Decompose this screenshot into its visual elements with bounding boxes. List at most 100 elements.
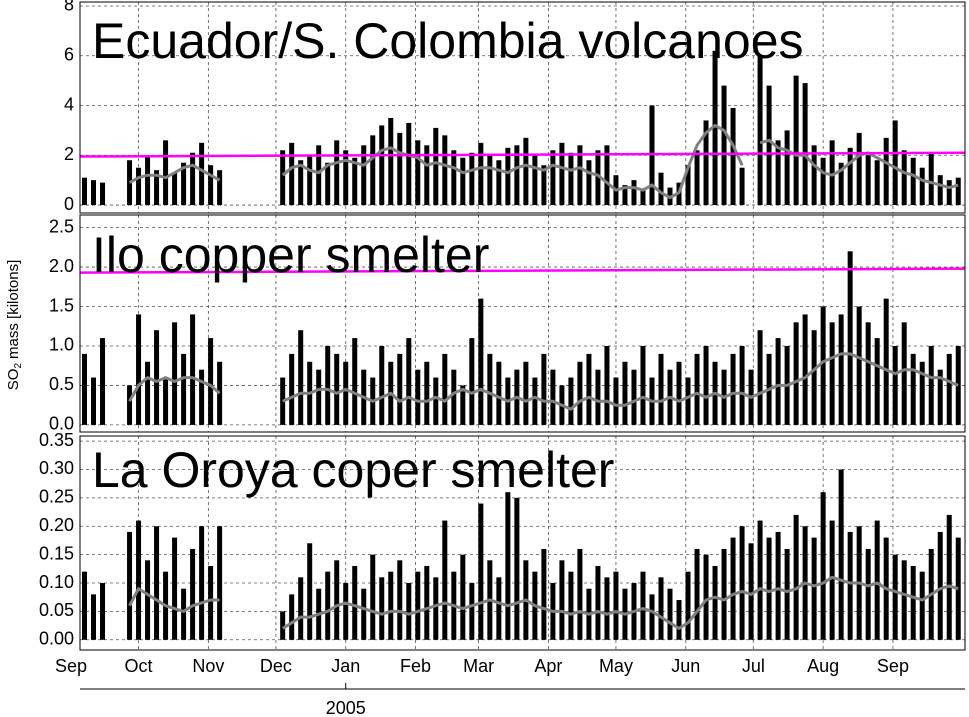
bar [181, 353, 187, 425]
bar [532, 155, 538, 206]
bar [433, 127, 439, 206]
bar [379, 345, 385, 425]
bar [748, 543, 754, 640]
bar [460, 157, 466, 206]
bar [910, 353, 916, 425]
bar [208, 565, 214, 640]
y-tick-label: 0.5 [49, 374, 74, 394]
bar [208, 338, 214, 425]
bar [658, 353, 664, 425]
y-tick-label: 6 [64, 44, 74, 64]
bar [145, 560, 151, 640]
bar [442, 520, 448, 640]
y-tick-label: 2 [64, 144, 74, 164]
bar [640, 190, 646, 206]
bar [937, 369, 943, 425]
bar [190, 548, 196, 640]
bar [838, 469, 844, 640]
bar [379, 125, 385, 206]
panel-title: Ecuador/S. Colombia volcanoes [92, 13, 804, 69]
bar [136, 520, 142, 640]
bar [703, 554, 709, 640]
bar [739, 345, 745, 425]
bar [181, 162, 187, 206]
bar [478, 503, 484, 640]
plot-frame [79, 214, 966, 433]
bar [298, 160, 304, 206]
year-label: 2005 [326, 698, 366, 717]
bar [127, 531, 133, 640]
bar [82, 571, 88, 640]
bar [820, 157, 826, 206]
bar [352, 157, 358, 206]
bar [91, 377, 97, 425]
bar [469, 152, 475, 206]
bar [622, 185, 628, 206]
x-tick-label: Apr [534, 656, 562, 676]
bar [541, 165, 547, 206]
bar [181, 588, 187, 640]
bar [352, 338, 358, 425]
bar [199, 369, 205, 425]
bar [154, 526, 160, 640]
bar [424, 361, 430, 425]
bar [919, 167, 925, 206]
bar [829, 140, 835, 206]
mean-line [128, 575, 959, 631]
bar [640, 571, 646, 640]
y-tick-label: 0.05 [39, 600, 74, 620]
x-tick-label: Sep [877, 656, 909, 676]
bar [136, 314, 142, 425]
bar [640, 345, 646, 425]
bar [82, 353, 88, 425]
x-tick-label: Sep [55, 656, 87, 676]
bar [703, 120, 709, 206]
y-tick-label: 0.10 [39, 572, 74, 592]
bar [370, 135, 376, 206]
y-label-main: SO [5, 369, 22, 391]
bar [163, 377, 169, 425]
bar [100, 338, 106, 425]
bar [163, 140, 169, 206]
bar [325, 162, 331, 206]
bar [793, 75, 799, 206]
bar [145, 155, 151, 206]
y-tick-label: 1.0 [49, 335, 74, 355]
bar [901, 322, 907, 425]
bar [730, 353, 736, 425]
y-label-sub: 2 [13, 363, 24, 369]
bar [955, 345, 961, 425]
bar [892, 120, 898, 206]
bar [766, 537, 772, 640]
bar [928, 152, 934, 206]
bar [604, 345, 610, 425]
bar [730, 537, 736, 640]
bar [352, 565, 358, 640]
y-tick-label: 0.35 [39, 430, 74, 450]
bar [604, 145, 610, 206]
bar [865, 548, 871, 640]
bar [442, 353, 448, 425]
y-tick-label: 4 [64, 94, 74, 114]
bar [730, 107, 736, 206]
bar [757, 520, 763, 640]
bar [568, 152, 574, 206]
y-tick-label: 0.20 [39, 515, 74, 535]
bar [415, 140, 421, 206]
bar [919, 361, 925, 425]
bar [766, 85, 772, 206]
bar [955, 177, 961, 206]
bar [496, 577, 502, 640]
y-tick-label: 0 [64, 194, 74, 214]
x-tick-label: Jun [671, 656, 700, 676]
bar [469, 583, 475, 640]
bar [829, 520, 835, 640]
bar [388, 571, 394, 640]
bar [667, 588, 673, 640]
bar [316, 369, 322, 425]
bar [280, 377, 286, 425]
bar [586, 353, 592, 425]
bar [631, 180, 637, 206]
bar [496, 361, 502, 425]
y-tick-label: 0.00 [39, 629, 74, 649]
